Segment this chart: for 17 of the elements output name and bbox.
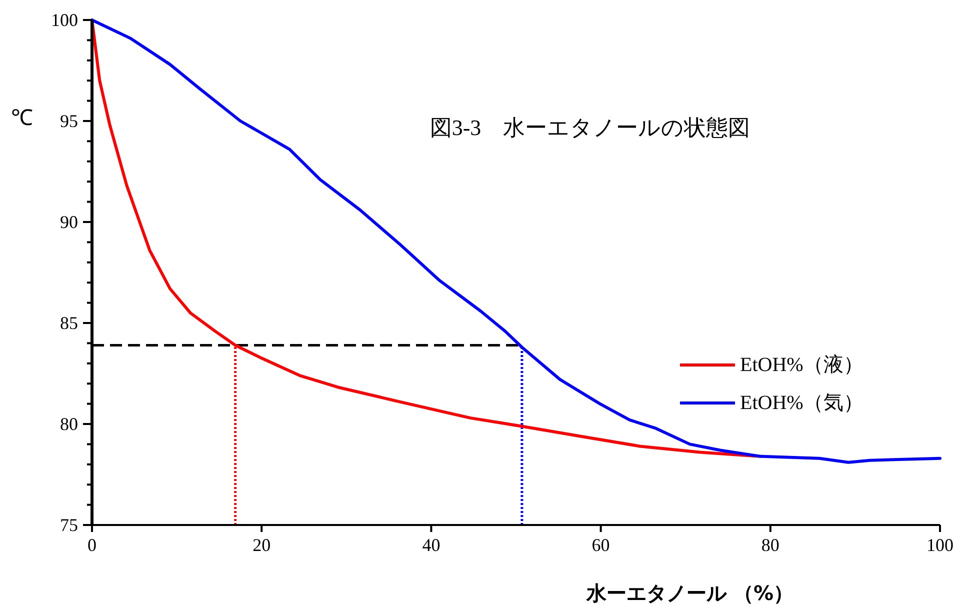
x-tick-label: 40 [422, 535, 440, 555]
x-tick-label: 100 [926, 535, 954, 555]
x-tick-label: 20 [252, 535, 271, 555]
text: 図3-3 水ーエタノールの状態図 [430, 115, 750, 140]
legend-label: EtOH%（気） [740, 392, 864, 414]
x-tick-label: 60 [592, 535, 610, 555]
y-tick-label: 80 [60, 414, 78, 434]
y-axis-title: ℃ [11, 105, 33, 130]
y-tick-label: 95 [60, 111, 78, 131]
y-tick-label: 85 [60, 313, 78, 333]
y-tick-label: 90 [60, 212, 78, 232]
legend-label: EtOH%（液） [740, 354, 864, 376]
x-axis-title: 水ーエタノール （%） [585, 581, 794, 605]
y-tick-label: 100 [51, 10, 78, 30]
y-tick-label: 75 [60, 515, 78, 535]
x-tick-label: 0 [88, 535, 96, 555]
x-tick-label: 80 [761, 535, 780, 555]
